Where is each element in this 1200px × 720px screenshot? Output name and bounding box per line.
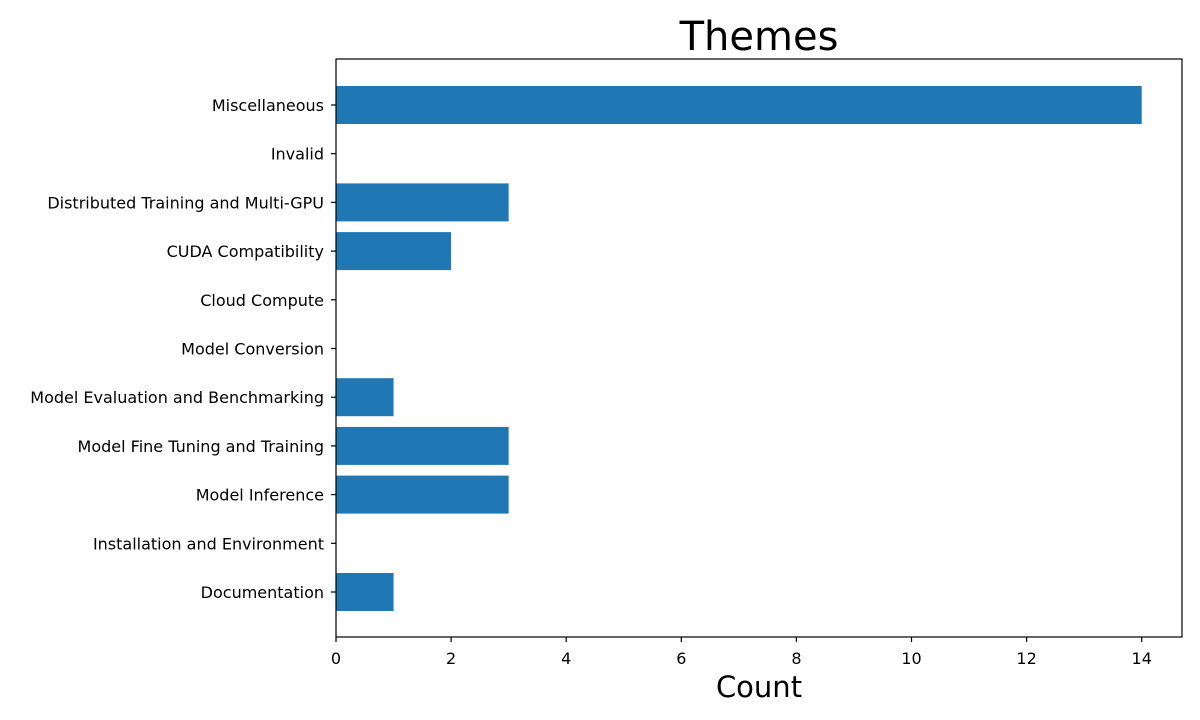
x-tick-label: 4 [561,649,571,668]
x-axis-label: Count [716,670,802,704]
bar-distributed-training-and-multi-gpu [336,183,509,222]
x-tick-label: 8 [791,649,801,668]
y-tick-label: Model Inference [196,486,324,505]
y-tick-label: Model Evaluation and Benchmarking [30,388,324,407]
x-tick-label: 2 [446,649,456,668]
x-tick-label: 0 [331,649,341,668]
y-tick-label: CUDA Compatibility [167,242,324,261]
y-tick-label: Model Fine Tuning and Training [78,437,324,456]
bar-model-fine-tuning-and-training [336,426,509,465]
y-tick-label: Cloud Compute [200,291,324,310]
x-tick-label: 12 [1016,649,1036,668]
x-tick-label: 10 [901,649,921,668]
y-tick-label: Invalid [271,145,324,164]
plot-frame [335,58,1183,638]
y-tick-label: Documentation [201,583,324,602]
y-tick-label: Miscellaneous [212,96,324,115]
y-tick-label: Installation and Environment [93,534,324,553]
bar-documentation [336,573,394,611]
x-axis-ticks: 0 2 4 6 8 10 12 14 [331,637,1152,668]
y-axis-ticks: Miscellaneous Invalid Distributed Training… [30,96,336,602]
bar-model-evaluation-and-benchmarking [336,378,394,417]
bars-layer [336,86,1142,611]
bar-model-inference [336,475,509,514]
bar-cuda-compatibility [336,232,452,271]
x-tick-label: 6 [676,649,686,668]
y-tick-label: Model Conversion [181,340,324,359]
y-tick-label: Distributed Training and Multi-GPU [47,193,324,212]
bar-miscellaneous [336,86,1142,124]
x-tick-label: 14 [1132,649,1152,668]
chart-title: Themes [679,14,839,60]
